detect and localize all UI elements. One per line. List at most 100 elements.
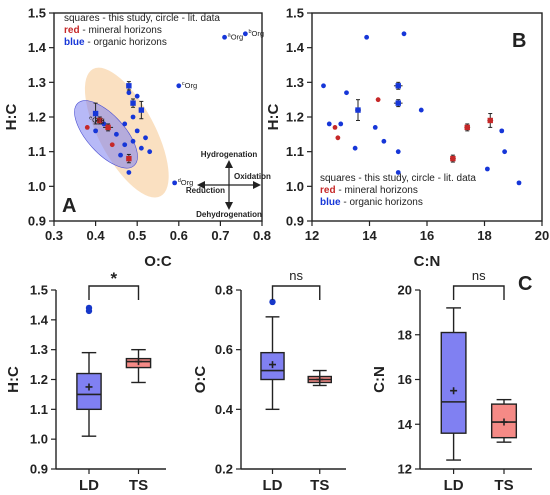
study-data-point: [395, 83, 401, 89]
y-tick-label: 0.9: [28, 214, 46, 229]
y-axis-title: C:N: [371, 366, 388, 393]
y-axis-title: H:C: [265, 104, 282, 131]
scatter-panel-a: 0.9 1.0 1.1 1.2 1.3 1.4 1.5 0.3 0.4 0.5 0.6 0.7 0.8 O…: [3, 6, 271, 271]
lit-data-point: [84, 125, 90, 130]
mean-marker: [269, 361, 276, 369]
y-tick-label: 1.4: [28, 40, 47, 55]
label-reduction: Reduction: [186, 186, 225, 195]
significance-bracket: [452, 285, 505, 300]
y-axis-title: H:C: [3, 104, 20, 131]
lit-data-point: [364, 34, 370, 40]
study-data-point: [464, 124, 470, 131]
study-data-point: [487, 117, 493, 124]
arrow-down-icon: [225, 202, 233, 210]
mean-marker: [135, 358, 142, 366]
x-tick-label: 0.7: [211, 228, 229, 243]
y-tick-label: 12: [398, 462, 412, 477]
x-category-label: TS: [129, 477, 148, 494]
significance-bracket: [271, 285, 321, 300]
y-tick-label: 1.5: [28, 6, 46, 21]
y-tick-label: 0.6: [215, 342, 233, 357]
boxplot-hc: 0.9 1.0 1.1 1.2 1.3 1.4 1.5 H:C LD TS *: [5, 269, 166, 494]
x-axis-title: O:C: [144, 253, 172, 270]
panel-letter-b: B: [512, 30, 526, 52]
significance-label: ns: [472, 268, 486, 283]
lit-data-point: [126, 170, 132, 175]
label-dehydrogenation: Dehydrogenation: [196, 210, 262, 219]
x-category-label: TS: [494, 477, 513, 494]
lit-data-point: [114, 131, 119, 137]
y-tick-label: 1.4: [286, 40, 305, 55]
legend-line-1: squares - this study, circle - lit. data: [320, 173, 476, 184]
y-tick-label: 1.4: [30, 312, 49, 327]
x-tick-label: 16: [420, 228, 434, 243]
x-tick-label: 0.3: [45, 228, 63, 243]
arrow-left-icon: [197, 181, 205, 189]
legend-line-2: red - mineral horizons: [64, 25, 162, 36]
lit-data-point: [335, 135, 341, 141]
lit-data-point: [332, 125, 338, 130]
x-tick-label: 0.6: [170, 228, 188, 243]
x-category-label: LD: [444, 477, 464, 494]
lit-data-point: [326, 121, 332, 127]
lit-data-point: [381, 138, 387, 144]
x-tick-label: 0.4: [87, 228, 106, 243]
y-tick-label: 1.2: [286, 110, 304, 125]
mean-marker: [85, 383, 93, 391]
y-tick-label: 1.0: [286, 179, 304, 194]
lit-data-point: [122, 142, 128, 148]
boxplot-cn: 12 14 16 18 20 C:N LD TS ns: [371, 268, 532, 494]
mean-marker: [500, 418, 508, 426]
lit-data-point: [134, 128, 140, 134]
y-tick-label: 1.5: [286, 6, 304, 21]
x-tick-label: 18: [477, 228, 491, 243]
study-data-point: [450, 155, 456, 162]
arrow-right-icon: [253, 181, 261, 189]
lit-data-point: [484, 166, 490, 172]
lit-data-point: [242, 31, 248, 37]
x-category-label: TS: [310, 477, 329, 494]
lit-data-point: [502, 149, 508, 155]
legend-line-3: blue - organic horizons: [64, 37, 167, 48]
lit-data-point: [499, 128, 505, 134]
lit-data-point: [126, 90, 132, 96]
y-tick-label: 1.3: [286, 75, 304, 90]
y-tick-label: 1.3: [30, 342, 48, 357]
y-tick-label: 1.1: [28, 144, 46, 159]
lit-data-point: [418, 107, 424, 113]
lit-data-point: [147, 149, 153, 155]
lit-data-point: [395, 149, 401, 155]
x-axis-title: C:N: [414, 253, 441, 270]
point-annotation: cOrg: [182, 81, 197, 90]
lit-data-point: [134, 93, 140, 99]
y-tick-label: 0.2: [215, 462, 233, 477]
y-tick-label: 0.8: [215, 283, 233, 298]
lit-data-point: [344, 90, 349, 96]
y-tick-label: 1.1: [30, 402, 48, 417]
mean-marker: [316, 376, 324, 383]
lit-data-point: [395, 170, 401, 175]
y-axis-title: H:C: [5, 366, 22, 393]
y-tick-label: 1.2: [30, 372, 48, 387]
arrow-up-icon: [225, 160, 233, 168]
study-data-point: [126, 83, 132, 89]
lit-data-point: [138, 145, 144, 151]
x-tick-label: 12: [305, 228, 319, 243]
panel-letter-a: A: [62, 195, 76, 217]
outlier-point: [269, 298, 276, 306]
lit-data-point: [338, 121, 344, 127]
y-tick-label: 16: [398, 372, 412, 387]
direction-compass: Hydrogenation Oxidation Reduction Dehydr…: [186, 150, 271, 219]
lit-data-point: [122, 121, 128, 127]
label-hydrogenation: Hydrogenation: [201, 150, 258, 159]
lit-data-point: [176, 83, 182, 89]
x-category-label: LD: [79, 477, 99, 494]
y-tick-label: 0.9: [30, 462, 48, 477]
lit-data-range-ellipse-blue: [74, 100, 138, 169]
y-tick-label: 1.0: [28, 179, 46, 194]
lit-data-point: [375, 97, 381, 103]
legend-b: squares - this study, circle - lit. data…: [320, 173, 476, 208]
study-data-point: [92, 110, 99, 117]
study-data-point: [97, 117, 103, 124]
